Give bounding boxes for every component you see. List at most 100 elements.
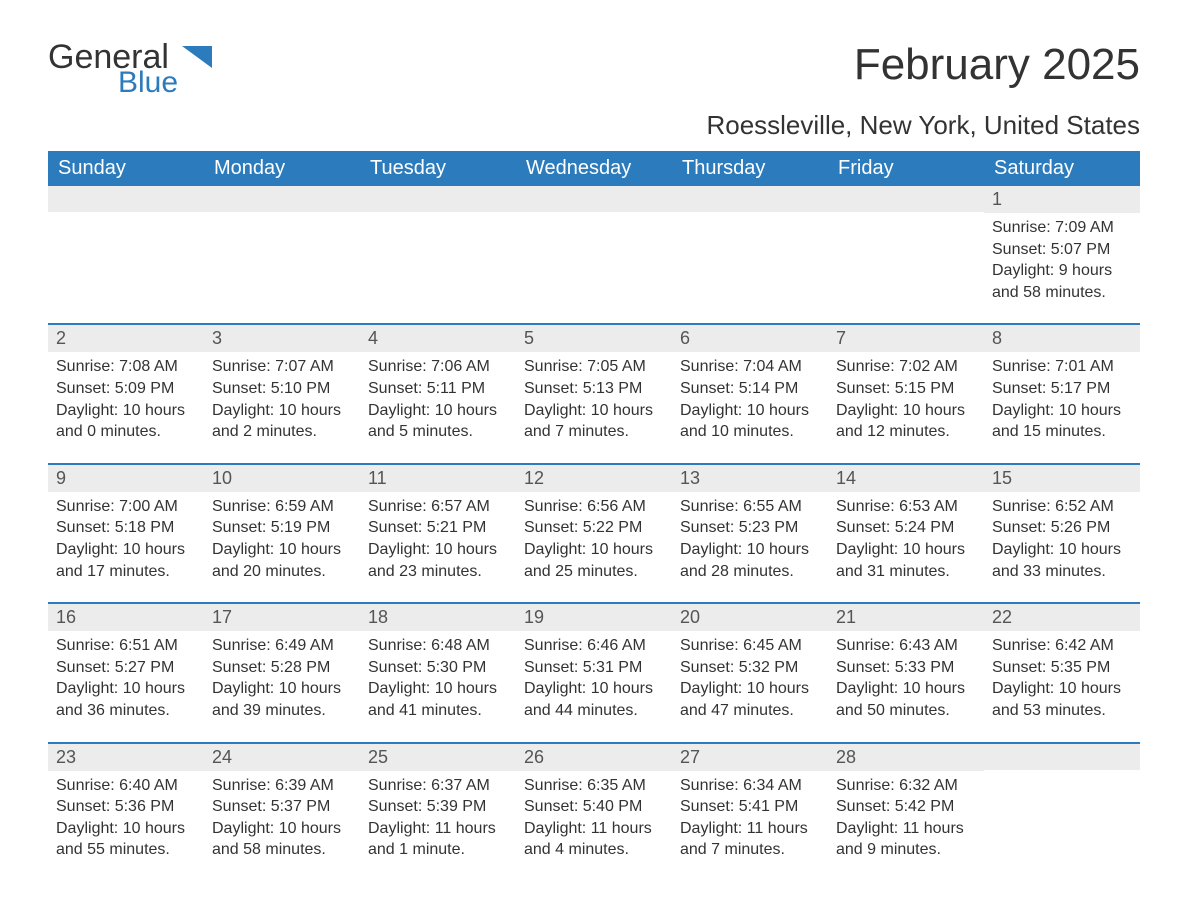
day-number: 13: [672, 465, 828, 492]
day-sunset: Sunset: 5:33 PM: [836, 657, 976, 679]
day-daylight1: Daylight: 10 hours: [212, 818, 352, 840]
day-daylight1: Daylight: 10 hours: [368, 539, 508, 561]
day-sunrise: Sunrise: 6:43 AM: [836, 635, 976, 657]
day-daylight2: and 5 minutes.: [368, 421, 508, 443]
day-content: Sunrise: 6:39 AMSunset: 5:37 PMDaylight:…: [204, 771, 360, 861]
day-daylight1: Daylight: 10 hours: [680, 678, 820, 700]
day-number: 8: [984, 325, 1140, 352]
calendar-day: [204, 186, 360, 303]
day-daylight2: and 58 minutes.: [212, 839, 352, 861]
calendar-week: 2Sunrise: 7:08 AMSunset: 5:09 PMDaylight…: [48, 323, 1140, 442]
calendar-day: 14Sunrise: 6:53 AMSunset: 5:24 PMDayligh…: [828, 465, 984, 582]
day-number: [984, 744, 1140, 770]
day-daylight1: Daylight: 9 hours: [992, 260, 1132, 282]
calendar-day: 18Sunrise: 6:48 AMSunset: 5:30 PMDayligh…: [360, 604, 516, 721]
day-daylight1: Daylight: 10 hours: [368, 678, 508, 700]
day-sunset: Sunset: 5:23 PM: [680, 517, 820, 539]
day-sunset: Sunset: 5:10 PM: [212, 378, 352, 400]
day-daylight2: and 47 minutes.: [680, 700, 820, 722]
day-sunrise: Sunrise: 7:02 AM: [836, 356, 976, 378]
day-number: 15: [984, 465, 1140, 492]
day-daylight2: and 17 minutes.: [56, 561, 196, 583]
calendar-week: 16Sunrise: 6:51 AMSunset: 5:27 PMDayligh…: [48, 602, 1140, 721]
day-daylight2: and 33 minutes.: [992, 561, 1132, 583]
day-content: Sunrise: 7:08 AMSunset: 5:09 PMDaylight:…: [48, 352, 204, 442]
day-sunset: Sunset: 5:32 PM: [680, 657, 820, 679]
day-sunrise: Sunrise: 6:52 AM: [992, 496, 1132, 518]
day-daylight1: Daylight: 10 hours: [212, 678, 352, 700]
calendar-day: 17Sunrise: 6:49 AMSunset: 5:28 PMDayligh…: [204, 604, 360, 721]
day-sunset: Sunset: 5:37 PM: [212, 796, 352, 818]
day-daylight1: Daylight: 10 hours: [56, 400, 196, 422]
day-number: 28: [828, 744, 984, 771]
day-sunrise: Sunrise: 6:32 AM: [836, 775, 976, 797]
day-number: 16: [48, 604, 204, 631]
day-number: 26: [516, 744, 672, 771]
day-daylight1: Daylight: 10 hours: [212, 539, 352, 561]
day-number: 27: [672, 744, 828, 771]
logo-text-blue: Blue: [118, 68, 178, 98]
day-content: [672, 212, 828, 216]
day-number: [360, 186, 516, 212]
day-daylight2: and 7 minutes.: [680, 839, 820, 861]
day-number: [48, 186, 204, 212]
day-sunset: Sunset: 5:21 PM: [368, 517, 508, 539]
day-daylight2: and 0 minutes.: [56, 421, 196, 443]
day-content: Sunrise: 7:07 AMSunset: 5:10 PMDaylight:…: [204, 352, 360, 442]
day-content: [48, 212, 204, 216]
day-number: 1: [984, 186, 1140, 213]
calendar-day: [672, 186, 828, 303]
day-sunrise: Sunrise: 7:00 AM: [56, 496, 196, 518]
day-content: [984, 770, 1140, 774]
day-daylight1: Daylight: 10 hours: [368, 400, 508, 422]
day-daylight1: Daylight: 10 hours: [524, 400, 664, 422]
day-number: 22: [984, 604, 1140, 631]
day-daylight2: and 9 minutes.: [836, 839, 976, 861]
day-number: 21: [828, 604, 984, 631]
day-content: Sunrise: 7:05 AMSunset: 5:13 PMDaylight:…: [516, 352, 672, 442]
day-content: Sunrise: 6:49 AMSunset: 5:28 PMDaylight:…: [204, 631, 360, 721]
day-number: [828, 186, 984, 212]
day-sunset: Sunset: 5:31 PM: [524, 657, 664, 679]
day-daylight1: Daylight: 11 hours: [680, 818, 820, 840]
calendar-day: 9Sunrise: 7:00 AMSunset: 5:18 PMDaylight…: [48, 465, 204, 582]
calendar-day: 27Sunrise: 6:34 AMSunset: 5:41 PMDayligh…: [672, 744, 828, 861]
day-sunset: Sunset: 5:40 PM: [524, 796, 664, 818]
day-sunrise: Sunrise: 6:57 AM: [368, 496, 508, 518]
day-sunset: Sunset: 5:26 PM: [992, 517, 1132, 539]
calendar-day: 21Sunrise: 6:43 AMSunset: 5:33 PMDayligh…: [828, 604, 984, 721]
day-content: [360, 212, 516, 216]
day-content: Sunrise: 6:57 AMSunset: 5:21 PMDaylight:…: [360, 492, 516, 582]
day-number: 3: [204, 325, 360, 352]
day-daylight1: Daylight: 10 hours: [680, 400, 820, 422]
weekday-header: Friday: [828, 151, 984, 186]
day-sunset: Sunset: 5:19 PM: [212, 517, 352, 539]
day-content: Sunrise: 6:43 AMSunset: 5:33 PMDaylight:…: [828, 631, 984, 721]
calendar-day: 28Sunrise: 6:32 AMSunset: 5:42 PMDayligh…: [828, 744, 984, 861]
calendar-week: 9Sunrise: 7:00 AMSunset: 5:18 PMDaylight…: [48, 463, 1140, 582]
weekday-header: Tuesday: [360, 151, 516, 186]
day-daylight2: and 55 minutes.: [56, 839, 196, 861]
calendar-day: 15Sunrise: 6:52 AMSunset: 5:26 PMDayligh…: [984, 465, 1140, 582]
day-daylight2: and 50 minutes.: [836, 700, 976, 722]
day-sunset: Sunset: 5:27 PM: [56, 657, 196, 679]
day-daylight1: Daylight: 10 hours: [992, 678, 1132, 700]
calendar-day: 13Sunrise: 6:55 AMSunset: 5:23 PMDayligh…: [672, 465, 828, 582]
day-sunrise: Sunrise: 7:07 AM: [212, 356, 352, 378]
calendar-day: 7Sunrise: 7:02 AMSunset: 5:15 PMDaylight…: [828, 325, 984, 442]
calendar-day: 4Sunrise: 7:06 AMSunset: 5:11 PMDaylight…: [360, 325, 516, 442]
day-daylight1: Daylight: 11 hours: [524, 818, 664, 840]
day-daylight2: and 10 minutes.: [680, 421, 820, 443]
day-sunset: Sunset: 5:39 PM: [368, 796, 508, 818]
day-content: Sunrise: 6:46 AMSunset: 5:31 PMDaylight:…: [516, 631, 672, 721]
day-sunrise: Sunrise: 6:34 AM: [680, 775, 820, 797]
day-content: Sunrise: 6:55 AMSunset: 5:23 PMDaylight:…: [672, 492, 828, 582]
day-daylight1: Daylight: 10 hours: [836, 400, 976, 422]
day-number: 24: [204, 744, 360, 771]
weekday-header-row: Sunday Monday Tuesday Wednesday Thursday…: [48, 151, 1140, 186]
weekday-header: Saturday: [984, 151, 1140, 186]
day-sunset: Sunset: 5:42 PM: [836, 796, 976, 818]
day-sunrise: Sunrise: 7:08 AM: [56, 356, 196, 378]
day-content: Sunrise: 6:51 AMSunset: 5:27 PMDaylight:…: [48, 631, 204, 721]
day-content: Sunrise: 7:06 AMSunset: 5:11 PMDaylight:…: [360, 352, 516, 442]
